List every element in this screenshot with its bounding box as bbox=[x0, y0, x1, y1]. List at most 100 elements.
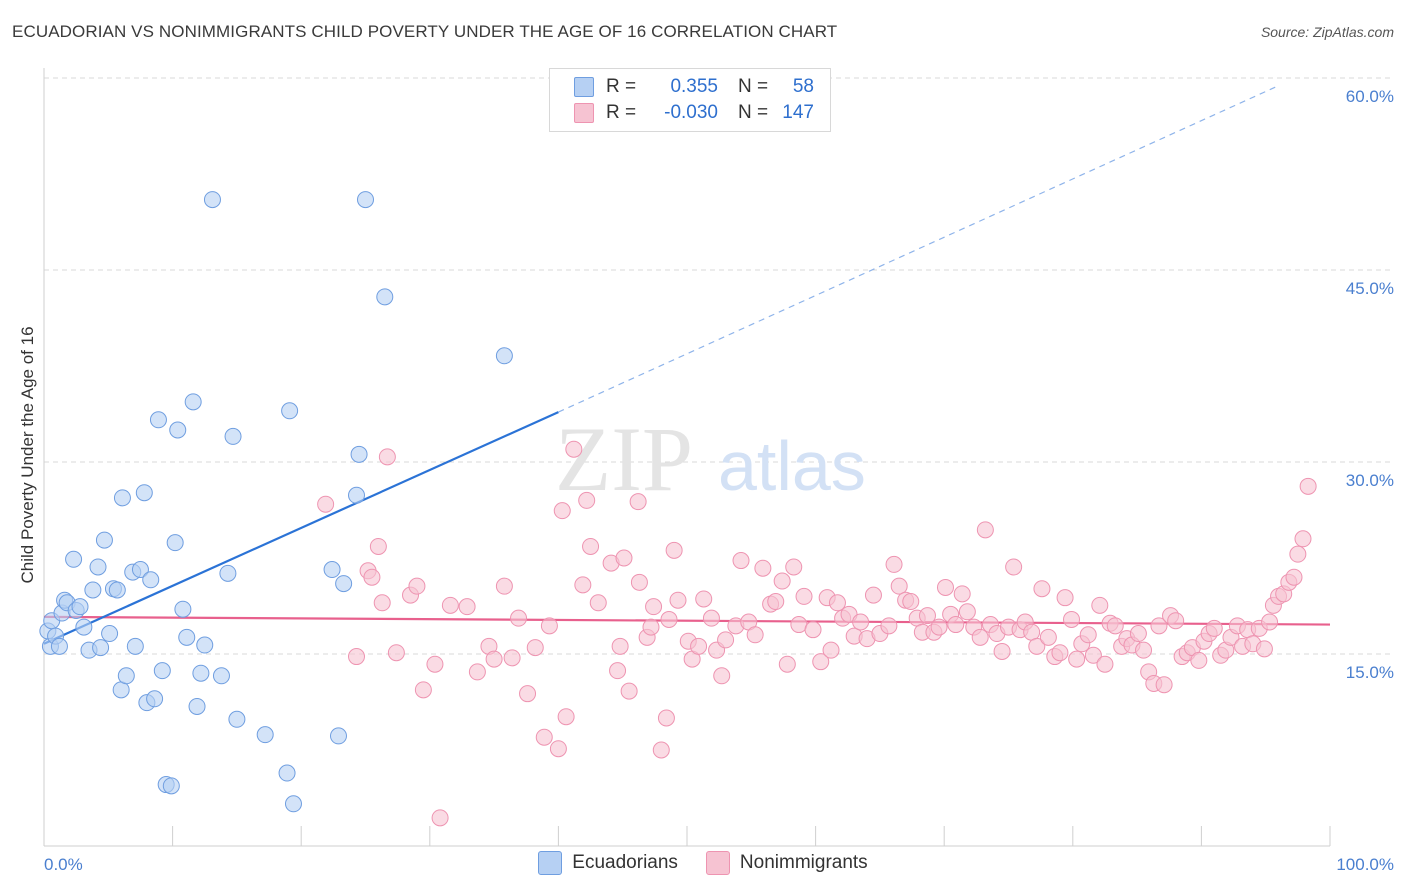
ecuadorians-point bbox=[188, 697, 206, 715]
nonimmigrants-point bbox=[510, 609, 528, 627]
nonimmigrants-point bbox=[804, 621, 822, 639]
y-axis-label: Child Poverty Under the Age of 16 bbox=[18, 326, 37, 583]
r-value: 0.355 bbox=[670, 76, 718, 97]
nonimmigrants-point bbox=[936, 578, 954, 596]
nonimmigrants-point bbox=[795, 587, 813, 605]
nonimmigrants-point bbox=[767, 593, 785, 611]
nonimmigrants-point bbox=[363, 568, 381, 586]
trend-layer bbox=[43, 85, 1331, 645]
nonimmigrants-point bbox=[582, 537, 600, 555]
nonimmigrants-point bbox=[778, 655, 796, 673]
ecuadorians-point bbox=[153, 662, 171, 680]
nonimmigrants-point bbox=[485, 650, 503, 668]
source-note: Source: ZipAtlas.com bbox=[1260, 24, 1394, 40]
nonimmigrants-point bbox=[885, 555, 903, 573]
nonimmigrants-point bbox=[378, 448, 396, 466]
nonimmigrants-point bbox=[526, 639, 544, 657]
ecuadorians-point bbox=[84, 581, 102, 599]
nonimmigrants-point bbox=[1005, 558, 1023, 576]
nonimmigrants-point bbox=[665, 541, 683, 559]
nonimmigrants-legend-swatch bbox=[705, 851, 730, 875]
nonimmigrants-point bbox=[971, 628, 989, 646]
nonimmigrants-point bbox=[890, 577, 908, 595]
nonimmigrants-point bbox=[1068, 650, 1086, 668]
axes-layer bbox=[43, 68, 1331, 847]
nonimmigrants-point bbox=[557, 708, 575, 726]
nonimmigrants-point bbox=[630, 573, 648, 591]
nonimmigrants-point bbox=[553, 502, 571, 520]
nonimmigrants-point bbox=[629, 493, 647, 511]
nonimmigrants-point bbox=[1285, 568, 1303, 586]
nonimmigrants-point bbox=[458, 598, 476, 616]
chart-title: ECUADORIAN VS NONIMMIGRANTS CHILD POVERT… bbox=[12, 22, 838, 41]
nonimmigrants-point bbox=[930, 618, 948, 636]
nonimmigrants-swatch bbox=[574, 103, 594, 123]
stats-row-ecuadorians: R = 0.355 N = 58 bbox=[574, 75, 814, 99]
nonimmigrants-point bbox=[1205, 619, 1223, 637]
x-tick-label: 100.0% bbox=[1336, 855, 1394, 874]
r-value: -0.030 bbox=[664, 102, 718, 123]
ecuadorians-point bbox=[376, 288, 394, 306]
ecuadorians-point bbox=[335, 575, 353, 593]
nonimmigrants-point bbox=[1294, 530, 1312, 548]
nonimmigrants-point bbox=[852, 613, 870, 631]
ecuadorians-point bbox=[71, 598, 89, 616]
nonimmigrants-point bbox=[574, 576, 592, 594]
ecuadorians-point bbox=[75, 618, 93, 636]
nonimmigrants-point bbox=[426, 655, 444, 673]
ecuadorians-point bbox=[281, 402, 299, 420]
ecuadorians-point bbox=[142, 571, 160, 589]
ecuadorians-point bbox=[284, 795, 302, 813]
legend-item-ecuadorians[interactable]: Ecuadorians bbox=[538, 851, 678, 875]
nonimmigrants-point bbox=[495, 577, 513, 595]
legend-item-nonimmigrants[interactable]: Nonimmigrants bbox=[705, 851, 868, 875]
nonimmigrants-point bbox=[918, 607, 936, 625]
nonimmigrants-point bbox=[1150, 617, 1168, 635]
y-tick-label: 60.0% bbox=[1346, 87, 1394, 106]
nonimmigrants-point bbox=[615, 549, 633, 567]
r-label: R = bbox=[606, 102, 637, 123]
x-tick-label: 0.0% bbox=[44, 855, 83, 874]
stats-legend: R = 0.355 N = 58 R = -0.030 N = 147 bbox=[549, 68, 831, 132]
nonimmigrants-point bbox=[1079, 626, 1097, 644]
nonimmigrants-point bbox=[503, 649, 521, 667]
ecuadorians-point bbox=[95, 531, 113, 549]
nonimmigrants-point bbox=[609, 662, 627, 680]
r-label: R = bbox=[606, 76, 637, 97]
nonimmigrants-point bbox=[1155, 676, 1173, 694]
ecuadorians-point bbox=[89, 558, 107, 576]
ecuadorians-trend-line bbox=[43, 411, 559, 645]
ecuadorians-point bbox=[126, 637, 144, 655]
nonimmigrants-point bbox=[732, 552, 750, 570]
series-legend: Ecuadorians Nonimmigrants bbox=[0, 851, 1406, 875]
ecuadorians-point bbox=[196, 636, 214, 654]
nonimmigrants-point bbox=[1190, 651, 1208, 669]
ecuadorians-point bbox=[174, 600, 192, 618]
nonimmigrants-point bbox=[565, 440, 583, 458]
ecuadorians-point bbox=[113, 489, 131, 507]
nonimmigrants-point bbox=[408, 577, 426, 595]
nonimmigrants-point bbox=[540, 617, 558, 635]
nonimmigrants-point bbox=[373, 594, 391, 612]
ecuadorians-point bbox=[117, 667, 135, 685]
nonimmigrants-point bbox=[754, 559, 772, 577]
nonimmigrants-point bbox=[1033, 580, 1051, 598]
nonimmigrants-point bbox=[620, 682, 638, 700]
ecuadorians-point bbox=[256, 726, 274, 744]
nonimmigrants-point bbox=[1289, 545, 1307, 563]
nonimmigrants-point bbox=[947, 616, 965, 634]
ecuadorians-point bbox=[50, 637, 68, 655]
nonimmigrants-point bbox=[828, 594, 846, 612]
n-label: N = bbox=[738, 76, 769, 97]
ecuadorians-point bbox=[178, 628, 196, 646]
nonimmigrants-point bbox=[1299, 477, 1317, 495]
nonimmigrants-point bbox=[695, 590, 713, 608]
n-value: 147 bbox=[782, 102, 814, 123]
nonimmigrants-point bbox=[431, 809, 449, 827]
nonimmigrants-point bbox=[880, 617, 898, 635]
nonimmigrants-point bbox=[953, 585, 971, 603]
nonimmigrants-point bbox=[578, 491, 596, 509]
nonimmigrants-point bbox=[645, 598, 663, 616]
nonimmigrants-point bbox=[652, 741, 670, 759]
